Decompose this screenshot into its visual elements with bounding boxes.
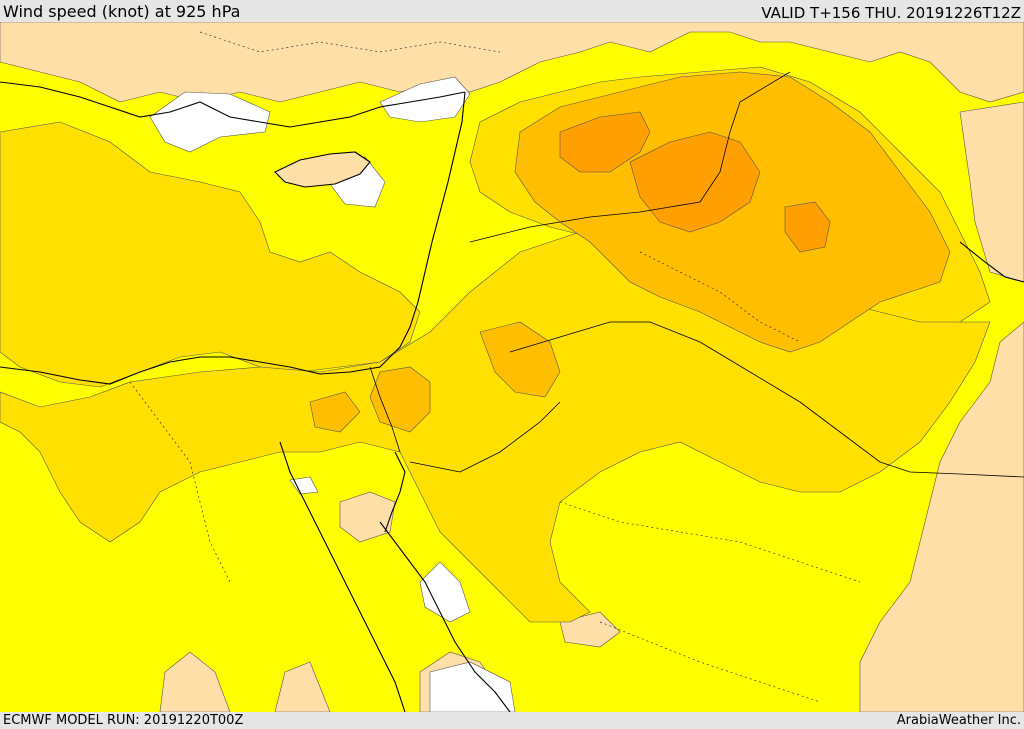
calm-zone-red-sea-south (429, 661, 516, 712)
header-bar: Wind speed (knot) at 925 hPa VALID T+156… (0, 0, 1024, 22)
coastline-persian-gulf (959, 241, 1024, 283)
orange-zone-north-iraq (629, 131, 761, 233)
border-syria-iraq (469, 71, 791, 243)
tan-zone-north (0, 22, 1024, 103)
orange-zone-north-syria (559, 111, 651, 173)
footer-bar: ECMWF MODEL RUN: 20191220T00Z ArabiaWeat… (0, 712, 1024, 729)
admin-boundary-egypt (129, 381, 231, 583)
border-jordan-saudi (409, 401, 561, 473)
admin-boundary-turkey (199, 31, 501, 53)
calm-zone-red-sea (419, 561, 471, 623)
calm-zone-anatolia (149, 91, 271, 153)
model-run: ECMWF MODEL RUN: 20191220T00Z (3, 713, 244, 728)
gold-zone-mediterranean (0, 121, 421, 388)
tan-zone-northeast (959, 101, 1024, 283)
amber-zone-dead-sea (369, 366, 431, 433)
tan-zone-south-left (159, 651, 231, 712)
coastline-red-sea-west (279, 441, 406, 712)
coastline-africa-north (0, 346, 401, 385)
credit: ArabiaWeather Inc. (896, 713, 1021, 728)
tan-zone-south-mid (274, 661, 331, 712)
tan-zone-east (859, 321, 1024, 712)
map-title: Wind speed (knot) at 925 hPa (3, 2, 241, 21)
border-jordan-iraq-saudi (509, 321, 1024, 478)
amber-zone-levant (479, 321, 561, 398)
amber-zone-sinai-small (309, 391, 361, 433)
coastline-levant (399, 91, 466, 348)
calm-zone-gulf-suez (289, 476, 319, 495)
coastline-cyprus (274, 151, 371, 188)
coastline-gulf-aqaba (384, 451, 406, 533)
coastline-red-sea-east (379, 521, 511, 712)
orange-zone-east (784, 201, 831, 253)
border-sinai (369, 366, 401, 453)
coastline-anatolia (0, 81, 466, 128)
valid-time: VALID T+156 THU. 20191226T12Z (761, 4, 1021, 22)
admin-boundary-south (599, 621, 821, 703)
wind-speed-map (0, 22, 1024, 712)
tan-zone-arabia (559, 611, 621, 648)
tan-zone-sinai (339, 491, 396, 543)
